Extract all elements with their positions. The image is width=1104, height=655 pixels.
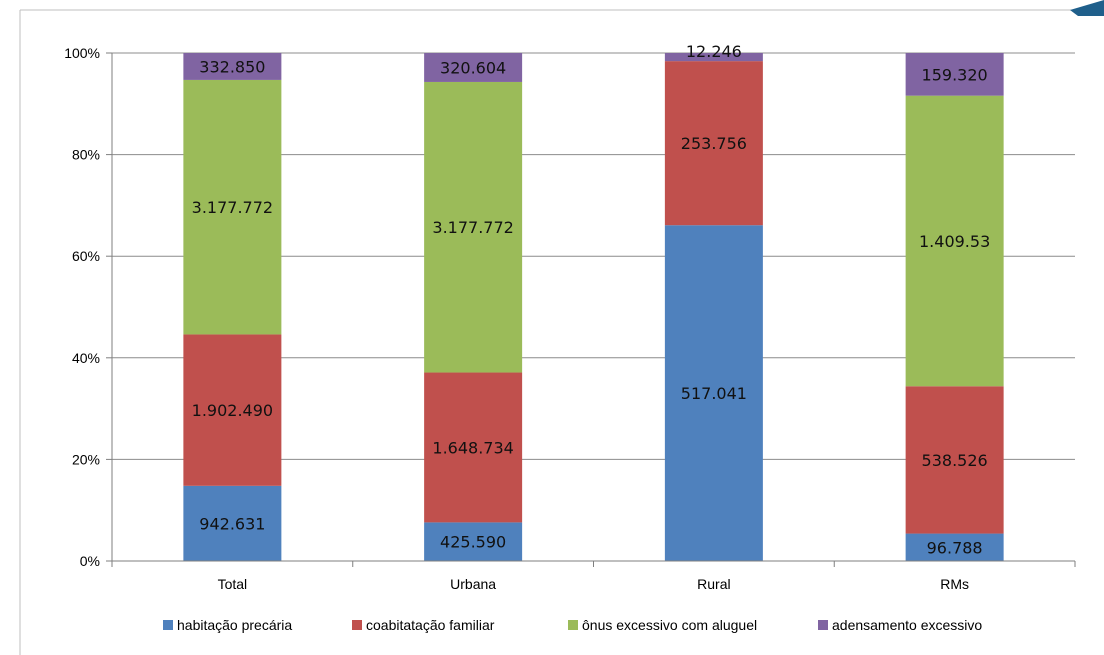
y-tick-label: 20%	[72, 451, 100, 467]
data-label: 253.756	[681, 134, 747, 153]
legend-label: adensamento excessivo	[832, 617, 982, 633]
y-tick-label: 80%	[72, 147, 100, 163]
data-label: 3.177.772	[192, 198, 273, 217]
bar-segment	[664, 61, 763, 226]
data-label: 159.320	[922, 65, 988, 84]
data-label: 332.850	[199, 57, 265, 76]
legend-label: coabitatação familiar	[366, 617, 495, 633]
bar-segment	[664, 53, 763, 62]
legend-swatch	[163, 620, 173, 630]
x-axis: Total Urbana Rural RMs	[111, 560, 1076, 592]
corner-tab-decoration	[1070, 0, 1104, 16]
data-label: 425.590	[440, 533, 506, 552]
bar-segment	[664, 225, 763, 561]
data-label: 1.648.734	[432, 438, 513, 457]
legend-label: ônus excessivo com aluguel	[582, 617, 757, 633]
legend-swatch	[818, 620, 828, 630]
bar-segment	[183, 53, 282, 80]
y-tick-label: 100%	[64, 45, 100, 61]
bar-segment	[905, 53, 1004, 96]
bar-segment	[183, 79, 282, 335]
bar-segment	[424, 53, 523, 82]
legend-label: habitação precária	[177, 617, 292, 633]
bar-segment	[905, 95, 1004, 387]
y-tick-label: 40%	[72, 350, 100, 366]
x-tick-label: Urbana	[450, 576, 496, 592]
legend: habitação precária coabitatação familiar ô…	[163, 617, 982, 633]
y-tick-label: 0%	[80, 553, 100, 569]
data-label: 3.177.772	[432, 218, 513, 237]
data-label: 1.409.53	[919, 232, 990, 251]
data-label: 538.526	[922, 451, 988, 470]
bar-segment	[183, 334, 282, 486]
bar-segment	[424, 81, 523, 373]
bars: 942.631 1.902.490 3.177.772 332.850 425.590 1…	[183, 42, 1004, 561]
bar-segment	[183, 485, 282, 561]
x-tick-label: Rural	[697, 576, 730, 592]
bar-segment	[905, 533, 1004, 561]
data-label: 320.604	[440, 58, 506, 77]
bar-segment	[424, 372, 523, 523]
data-label: 517.041	[681, 384, 747, 403]
data-label: 96.788	[927, 538, 983, 557]
bar-segment	[424, 522, 523, 561]
data-label: 12.246	[686, 42, 742, 61]
y-axis: 0% 20% 40% 60% 80% 100%	[64, 45, 113, 569]
x-tick-label: Total	[218, 576, 248, 592]
bar-segment	[905, 386, 1004, 534]
legend-swatch	[352, 620, 362, 630]
data-label: 942.631	[199, 514, 265, 533]
x-tick-label: RMs	[940, 576, 969, 592]
data-label: 1.902.490	[192, 401, 273, 420]
y-tick-label: 60%	[72, 248, 100, 264]
legend-swatch	[568, 620, 578, 630]
